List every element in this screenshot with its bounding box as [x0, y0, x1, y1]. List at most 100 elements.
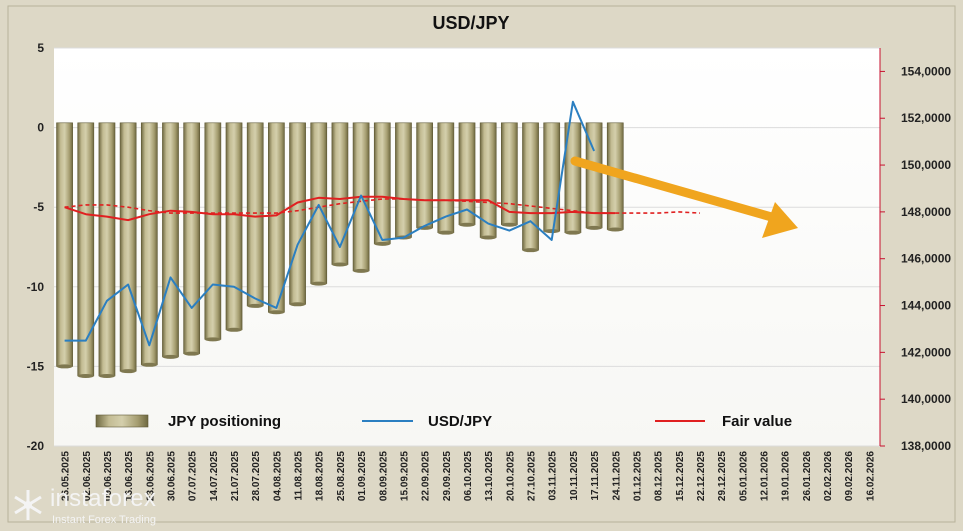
line-fair-value-projection [64, 198, 701, 214]
x-axis-tick-label: 11.08.2025 [294, 451, 305, 501]
bar-jpy-positioning-cap [353, 268, 370, 273]
x-axis-tick-label: 23.06.2025 [145, 451, 156, 501]
line-fair-value [64, 195, 616, 222]
right-axis-labels: 138,0000 140,0000 142,0000 144,0000 146,0000… [901, 64, 951, 453]
x-axis-tick-label: 29.12.2025 [717, 451, 728, 501]
x-axis-tick-label: 08.09.2025 [378, 451, 389, 501]
x-axis-tick-label: 21.07.2025 [230, 451, 241, 501]
bar-jpy-positioning-cap [586, 225, 603, 230]
bar-jpy-positioning-cap [331, 262, 348, 267]
bar-jpy-positioning [268, 122, 285, 313]
x-axis-tick-label: 02.06.2025 [82, 451, 93, 501]
bar-jpy-positioning-cap [607, 227, 624, 232]
left-axis-tick-label: 5 [37, 41, 44, 55]
right-axis-ticks [880, 70, 885, 447]
bar-jpy-positioning [395, 122, 412, 238]
x-axis-tick-label: 04.08.2025 [272, 451, 283, 501]
bar-jpy-positioning-cap [310, 281, 327, 286]
x-axis-tick-label: 12.01.2026 [760, 451, 771, 501]
x-axis-tick-label: 20.10.2025 [505, 451, 516, 501]
x-axis-tick-label: 15.12.2025 [675, 451, 686, 501]
bar-jpy-positioning [310, 122, 328, 284]
x-axis-tick-label: 27.10.2025 [527, 451, 538, 501]
x-axis-tick-label: 06.10.2025 [463, 451, 474, 501]
chart-title: USD/JPY [432, 13, 509, 33]
bar-jpy-positioning [204, 122, 222, 340]
right-axis-tick-label: 144,0000 [901, 299, 951, 313]
x-axis-tick-label: 25.08.2025 [336, 451, 347, 501]
bar-jpy-positioning [416, 122, 433, 229]
x-axis-tick-label: 02.02.2026 [823, 451, 834, 501]
left-axis-tick-label: -20 [27, 439, 45, 453]
bar-jpy-positioning [183, 122, 201, 354]
right-axis-tick-label: 146,0000 [901, 252, 951, 266]
bar-jpy-positioning-cap [162, 354, 179, 359]
instaforex-logo-icon [14, 490, 42, 520]
bar-jpy-positioning-cap [374, 241, 391, 246]
left-axis-labels: 5 0 -5 -10 -15 -20 [27, 41, 45, 453]
bar-jpy-positioning-cap [268, 310, 285, 315]
x-axis-tick-label: 07.07.2025 [188, 451, 199, 501]
bar-jpy-positioning-cap [289, 302, 306, 307]
x-axis-tick-label: 10.11.2025 [569, 451, 580, 501]
bar-jpy-positioning-cap [225, 327, 243, 332]
bar-jpy-positioning-cap [543, 229, 560, 234]
x-axis-tick-label: 30.06.2025 [166, 451, 177, 501]
bar-jpy-positioning-cap [437, 230, 454, 235]
x-axis-tick-label: 15.09.2025 [399, 451, 410, 501]
left-axis-tick-label: -10 [27, 280, 45, 294]
legend: JPY positioning USD/JPY Fair value [95, 413, 792, 430]
bar-jpy-positioning-cap [247, 303, 264, 308]
x-axis-tick-label: 09.06.2025 [103, 451, 114, 501]
right-axis-tick-label: 140,0000 [901, 392, 951, 406]
bar-jpy-positioning-cap [98, 373, 115, 378]
watermark-tagline: Instant Forex Trading [52, 514, 156, 526]
watermark-brand: instaforex [50, 485, 157, 512]
left-axis-tick-label: -15 [27, 359, 45, 373]
bar-jpy-positioning [373, 122, 391, 245]
x-axis-tick-label: 17.11.2025 [590, 451, 601, 501]
x-axis-tick-label: 29.09.2025 [442, 451, 453, 501]
left-axis-tick-label: -5 [33, 200, 44, 214]
bar-jpy-positioning [543, 122, 561, 232]
x-axis-tick-label: 22.12.2025 [696, 451, 707, 501]
bar-jpy-positioning [56, 122, 73, 367]
bar-jpy-positioning [77, 122, 95, 377]
right-axis-tick-label: 150,0000 [901, 158, 951, 172]
x-axis-tick-label: 16.06.2025 [124, 451, 135, 501]
trend-arrow [570, 156, 798, 238]
x-axis-tick-label: 05.01.2026 [738, 451, 749, 501]
bar-jpy-positioning-cap [204, 337, 221, 342]
bar-jpy-positioning [119, 122, 137, 372]
x-axis-labels: 26.05.2025 02.06.2025 09.06.2025 16.06.2025… [61, 451, 877, 501]
bar-jpy-positioning [331, 122, 349, 265]
right-axis-tick-label: 154,0000 [901, 64, 951, 78]
trend-arrow-shaft [570, 156, 780, 223]
bar-jpy-positioning-cap [458, 222, 476, 227]
x-axis-tick-label: 14.07.2025 [209, 451, 220, 501]
bar-jpy-positioning-cap [120, 369, 137, 374]
legend-label-usd-jpy: USD/JPY [428, 413, 492, 430]
legend-label-fair-value: Fair value [722, 413, 792, 430]
line-series [64, 100, 701, 347]
x-axis-tick-label: 09.02.2026 [844, 451, 855, 501]
left-axis-tick-label: 0 [37, 121, 44, 135]
bar-jpy-positioning-cap [480, 235, 497, 240]
bar-jpy-positioning [522, 122, 539, 251]
bar-jpy-positioning [162, 122, 179, 358]
x-axis-tick-label: 26.05.2025 [61, 451, 72, 501]
bar-jpy-positioning-cap [183, 351, 200, 356]
right-axis-tick-label: 138,0000 [901, 439, 951, 453]
x-axis-tick-label: 19.01.2026 [781, 451, 792, 501]
bar-jpy-positioning-cap [522, 248, 539, 253]
bar-jpy-positioning [289, 122, 306, 305]
instaforex-watermark: instaforex Instant Forex Trading [8, 484, 183, 528]
right-axis-tick-label: 152,0000 [901, 111, 951, 125]
right-axis-tick-label: 148,0000 [901, 205, 951, 219]
trend-arrow-head [762, 202, 798, 238]
bar-jpy-positioning-cap [141, 362, 158, 367]
x-axis-tick-label: 22.09.2025 [421, 451, 432, 501]
x-axis-tick-label: 13.10.2025 [484, 451, 495, 501]
